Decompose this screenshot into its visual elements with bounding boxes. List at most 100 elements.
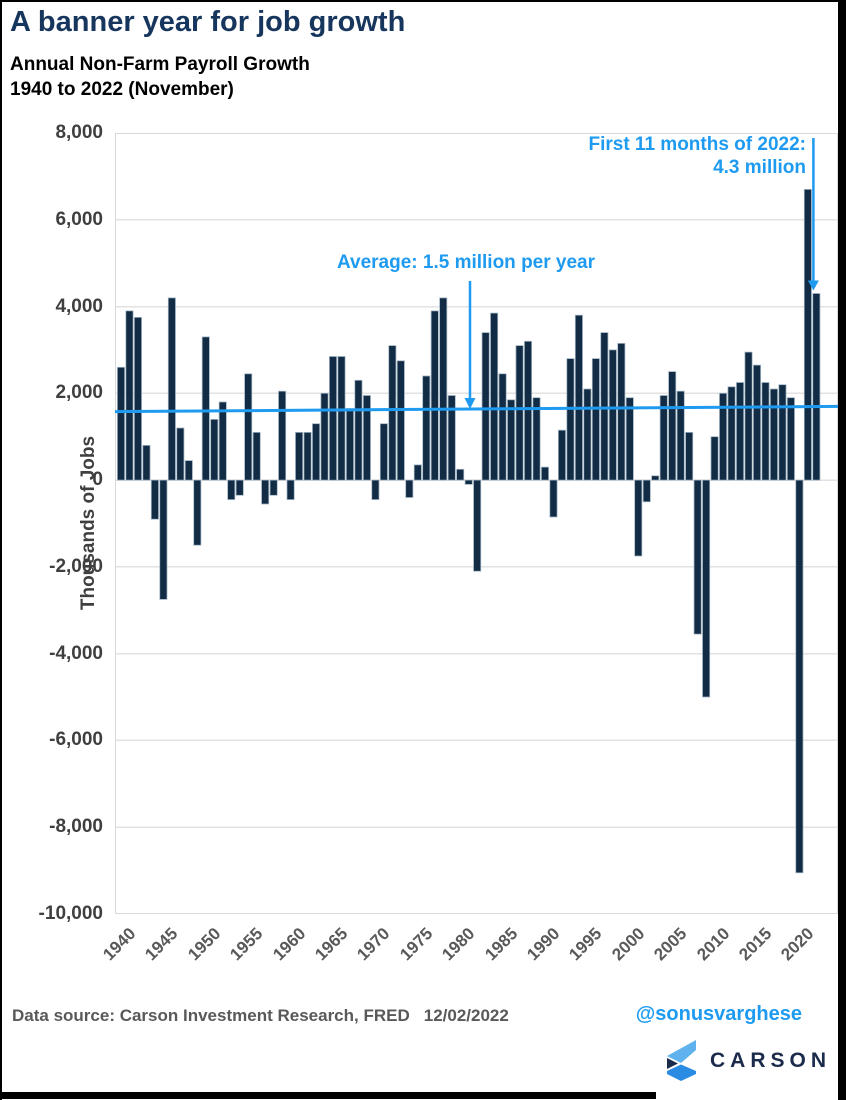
- bar-2002: [642, 479, 651, 503]
- y-tick--2000: -2,000: [49, 555, 103, 577]
- y-tick-0: 0: [92, 469, 103, 491]
- bar-1945: [159, 479, 168, 600]
- bar-1952: [218, 401, 227, 481]
- x-tick-1975: 1975: [396, 924, 437, 965]
- bar-1984: [490, 312, 499, 481]
- bar-1969: [362, 395, 371, 481]
- bar-2018: [778, 384, 787, 481]
- bar-1994: [574, 314, 583, 481]
- y-tick-8000: 8,000: [55, 122, 103, 143]
- annotation-2022-line1: First 11 months of 2022:: [588, 134, 806, 155]
- page-title: A banner year for job growth: [10, 6, 406, 38]
- bar-2006: [676, 390, 685, 481]
- x-tick-1970: 1970: [353, 924, 394, 965]
- y-axis-title: Thousands of Jobs: [78, 435, 100, 611]
- data-source-text: Data source: Carson Investment Research,…: [12, 1006, 410, 1025]
- average-annotation-arrow: [464, 281, 476, 409]
- x-tick-2010: 2010: [692, 924, 734, 965]
- twitter-handle: @sonusvarghese: [635, 1003, 802, 1025]
- x-tick-1960: 1960: [268, 924, 310, 965]
- bar-2016: [761, 382, 770, 481]
- y-tick--4000: -4,000: [49, 642, 103, 664]
- bar-1960: [286, 479, 295, 500]
- bar-2010: [710, 436, 719, 481]
- window-edge-top: [0, 0, 846, 2]
- bar-1954: [235, 479, 244, 496]
- x-tick-1980: 1980: [438, 924, 479, 965]
- bar-2015: [753, 364, 761, 481]
- bar-1941: [125, 310, 134, 481]
- bar-1980: [456, 468, 465, 481]
- bar-1995: [583, 388, 592, 481]
- bar-2007: [685, 432, 694, 481]
- x-tick-1990: 1990: [523, 924, 564, 965]
- bar-1947: [176, 427, 185, 481]
- bar-2017: [769, 388, 778, 481]
- bar-2008: [693, 479, 702, 635]
- bar-2005: [668, 371, 677, 481]
- bar-1964: [320, 392, 329, 481]
- data-source-note: Data source: Carson Investment Research,…: [12, 1006, 509, 1026]
- plot-border: [115, 133, 838, 914]
- bar-2022: [812, 293, 821, 481]
- bar-1970: [371, 479, 380, 500]
- bar-1948: [184, 460, 193, 481]
- y-tick-4000: 4,000: [55, 295, 103, 317]
- bar-2019: [786, 397, 795, 481]
- bar-1950: [201, 336, 210, 481]
- bar-1975: [413, 464, 422, 481]
- bar-1972: [388, 345, 397, 481]
- bar-2011: [719, 392, 728, 481]
- bar-2020: [795, 479, 804, 874]
- x-tick-1945: 1945: [141, 924, 182, 965]
- x-tick-2005: 2005: [650, 924, 691, 965]
- bar-1997: [600, 332, 609, 481]
- y-tick--8000: -8,000: [49, 816, 103, 838]
- bar-1965: [329, 356, 337, 481]
- bar-2013: [736, 382, 745, 481]
- bar-1974: [405, 479, 414, 498]
- annotation-2022-label: First 11 months of 2022: 4.3 million: [588, 133, 806, 179]
- bar-1959: [278, 390, 287, 481]
- bar-1963: [312, 423, 321, 481]
- bar-1982: [473, 479, 482, 572]
- bar-1976: [422, 375, 431, 481]
- subtitle-line-2: 1940 to 2022 (November): [10, 79, 234, 100]
- window-edge-bottom: [0, 1092, 656, 1099]
- data-source-date: 12/02/2022: [423, 1006, 509, 1025]
- bar-1991: [549, 479, 558, 518]
- x-tick-1985: 1985: [480, 924, 522, 965]
- bar-1967: [345, 408, 354, 481]
- bar-2003: [651, 475, 660, 481]
- bar-1944: [150, 479, 159, 520]
- bar-1993: [566, 358, 575, 481]
- y-tick--6000: -6,000: [49, 729, 103, 751]
- bar-1981: [464, 479, 473, 485]
- bar-1988: [524, 340, 533, 481]
- average-line: [114, 404, 839, 414]
- bar-1983: [481, 332, 490, 481]
- plot-area: [114, 133, 839, 914]
- bar-1998: [608, 349, 617, 481]
- bar-1985: [498, 373, 507, 481]
- bar-1971: [379, 423, 388, 481]
- bar-1942: [133, 317, 142, 481]
- y-tick--10000: -10,000: [38, 903, 103, 924]
- x-tick-1950: 1950: [184, 924, 225, 965]
- bar-1979: [447, 395, 456, 481]
- bar-1987: [515, 345, 524, 481]
- bar-1992: [557, 429, 566, 481]
- bar-1962: [303, 432, 312, 481]
- bar-1957: [261, 479, 270, 505]
- x-tick-2015: 2015: [735, 924, 776, 965]
- x-tick-2000: 2000: [608, 924, 649, 965]
- bar-2009: [702, 479, 711, 698]
- bar-1977: [430, 310, 439, 481]
- bar-1989: [532, 397, 541, 481]
- bar-1940: [117, 366, 125, 481]
- bar-1973: [396, 360, 405, 481]
- bar-1996: [591, 358, 600, 481]
- bar-1958: [269, 479, 278, 496]
- window-edge-right: [838, 0, 846, 1100]
- bar-2012: [727, 386, 736, 481]
